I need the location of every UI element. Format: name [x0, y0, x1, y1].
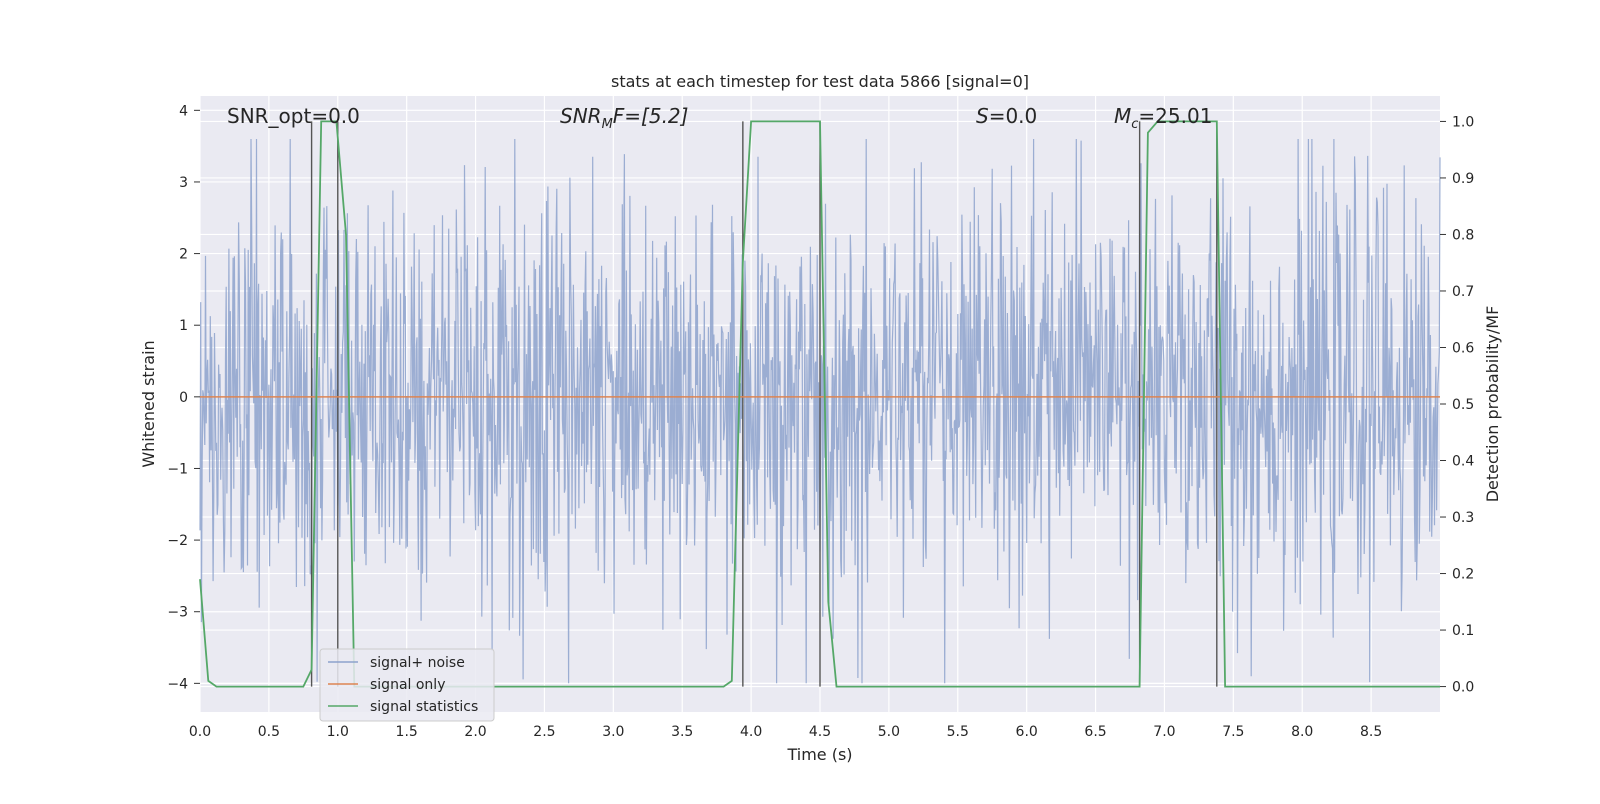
annotation-s: S=0.0 [976, 104, 1037, 128]
y-right-tick-label: 0.2 [1452, 567, 1474, 583]
y-axis-right-label: Detection probability/MF [1483, 306, 1502, 503]
y-tick-label: −4 [167, 676, 188, 692]
x-tick-label: 2.0 [464, 724, 486, 740]
legend-label-stats: signal statistics [370, 699, 478, 715]
legend-label-noise: signal+ noise [370, 655, 465, 671]
x-tick-label: 8.5 [1360, 724, 1382, 740]
y-tick-label: −2 [167, 533, 188, 549]
x-tick-label: 4.0 [740, 724, 762, 740]
annotation-s-rest: =0.0 [989, 104, 1038, 128]
x-tick-label: 1.0 [327, 724, 349, 740]
x-tick-label: 8.0 [1291, 724, 1313, 740]
y-tick-label: 4 [179, 103, 188, 119]
y-right-tick-label: 0.3 [1452, 510, 1474, 526]
y-tick-label: 0 [179, 390, 188, 406]
y-tick-label: −1 [167, 461, 188, 477]
y-tick-label: 3 [179, 175, 188, 191]
x-tick-label: 5.0 [878, 724, 900, 740]
x-tick-label: 3.0 [602, 724, 624, 740]
y-right-tick-label: 0.4 [1452, 454, 1474, 470]
x-tick-label: 2.5 [533, 724, 555, 740]
signal-statistics-line [199, 120, 1440, 688]
y-right-tick-label: 0.1 [1452, 623, 1474, 639]
annotation-snr-mf-sub: M [602, 117, 613, 132]
y-right-tick-label: 0.0 [1452, 680, 1474, 696]
x-tick-label: 1.5 [396, 724, 418, 740]
y-right-tick-label: 0.7 [1452, 284, 1474, 300]
annotation-s-var: S [976, 104, 989, 128]
y-tick-label: 2 [179, 247, 188, 263]
y-right-tick-label: 0.6 [1452, 340, 1474, 356]
x-axis-label: Time (s) [786, 745, 852, 764]
vertical-markers [310, 121, 1218, 687]
annotation-snr-mf: SNRMF=[5.2] [560, 104, 688, 132]
annotation-snr-opt: SNR_opt=0.0 [227, 104, 360, 128]
y-right-tick-label: 0.8 [1452, 227, 1474, 243]
x-tick-label: 0.0 [189, 724, 211, 740]
legend-box [319, 648, 495, 722]
x-tick-label: 6.0 [1016, 724, 1038, 740]
y-axis-label: Whitened strain [139, 340, 158, 467]
annotation-mc-sub: c [1131, 117, 1138, 132]
annotation-mc-var: M [1114, 104, 1131, 128]
chart-title: stats at each timestep for test data 586… [611, 72, 1029, 91]
y-right-tick-label: 0.5 [1452, 397, 1474, 413]
x-tick-label: 7.5 [1222, 724, 1244, 740]
y-right-tick-label: 1.0 [1452, 114, 1474, 130]
y-tick-label: −3 [167, 605, 188, 621]
signal-statistics-series [199, 120, 1440, 688]
annotation-snr-mf-rest: F=[5.2] [613, 104, 689, 128]
legend-label-signal: signal only [370, 677, 445, 693]
x-tick-label: 3.5 [671, 724, 693, 740]
annotation-snr-mf-base: SNR [560, 104, 602, 128]
x-tick-label: 4.5 [809, 724, 831, 740]
x-tick-label: 7.0 [1153, 724, 1175, 740]
annotation-mc-rest: =25.01 [1138, 104, 1212, 128]
legend: signal+ noise signal only signal statist… [319, 648, 495, 722]
y-right-tick-label: 0.9 [1452, 171, 1474, 187]
annotation-mc: Mc=25.01 [1114, 104, 1212, 132]
x-tick-label: 0.5 [258, 724, 280, 740]
x-tick-label: 5.5 [947, 724, 969, 740]
ticks: 0.0 0.5 1.0 1.5 2.0 2.5 3.0 3.5 4.0 4.5 5.0 5.5 6.0 6… [167, 103, 1474, 740]
x-tick-label: 6.5 [1084, 724, 1106, 740]
y-tick-label: 1 [179, 318, 188, 334]
